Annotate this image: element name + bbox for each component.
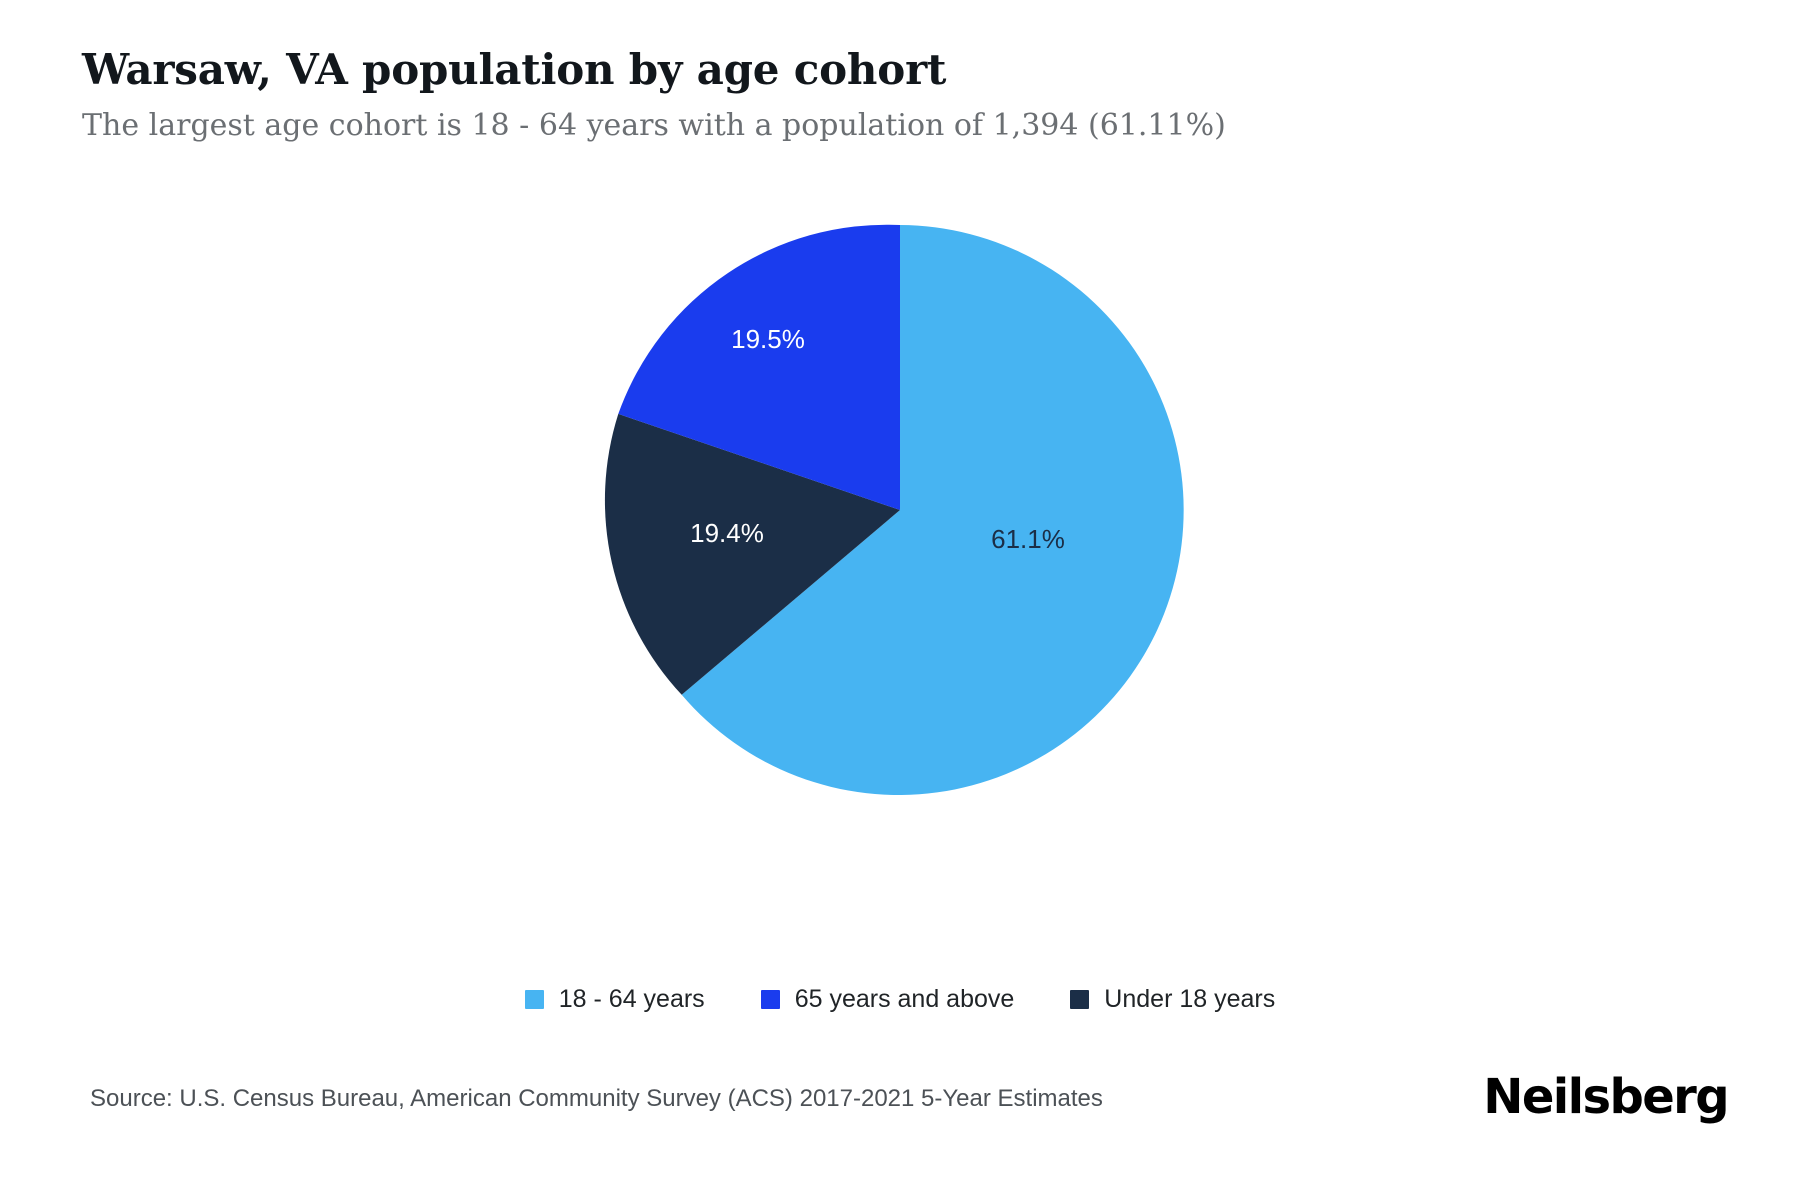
legend-label: 18 - 64 years — [558, 985, 705, 1013]
legend-item-18-64-years[interactable]: 18 - 64 years — [524, 985, 705, 1014]
legend-swatch-icon — [760, 990, 780, 1009]
pie-label-18-64-years: 61.1% — [991, 524, 1065, 554]
chart-plot-area: 61.1% 19.4% 19.5% — [0, 200, 1800, 900]
neilsberg-logo: Neilsberg — [1483, 1069, 1729, 1125]
chart-footer: Source: U.S. Census Bureau, American Com… — [0, 1069, 1800, 1145]
pie-chart: 61.1% 19.4% 19.5% — [590, 200, 1210, 820]
chart-header: Warsaw, VA population by age cohort The … — [82, 46, 1722, 144]
chart-subtitle: The largest age cohort is 18 - 64 years … — [82, 108, 1226, 144]
pie-slice-65-years-and-above[interactable] — [618, 224, 900, 510]
source-note: Source: U.S. Census Bureau, American Com… — [90, 1085, 1103, 1112]
legend-label: Under 18 years — [1104, 985, 1276, 1013]
legend-item-under-18-years[interactable]: Under 18 years — [1070, 985, 1275, 1014]
legend-label: 65 years and above — [794, 985, 1015, 1013]
legend-swatch-icon — [524, 990, 544, 1009]
pie-slice-18-64-years[interactable] — [681, 225, 1184, 795]
pie-slice-under-18-years[interactable] — [604, 413, 900, 695]
page-title: Warsaw, VA population by age cohort — [82, 45, 947, 94]
pie-label-65-years-and-above: 19.5% — [731, 324, 805, 354]
legend-item-65-years-and-above[interactable]: 65 years and above — [760, 985, 1015, 1014]
chart-legend: 18 - 64 years 65 years and above Under 1… — [0, 985, 1800, 1014]
pie-label-under-18-years: 19.4% — [690, 518, 764, 548]
pie-chart-svg: 61.1% 19.4% 19.5% — [604, 224, 1184, 795]
legend-swatch-icon — [1070, 990, 1090, 1009]
